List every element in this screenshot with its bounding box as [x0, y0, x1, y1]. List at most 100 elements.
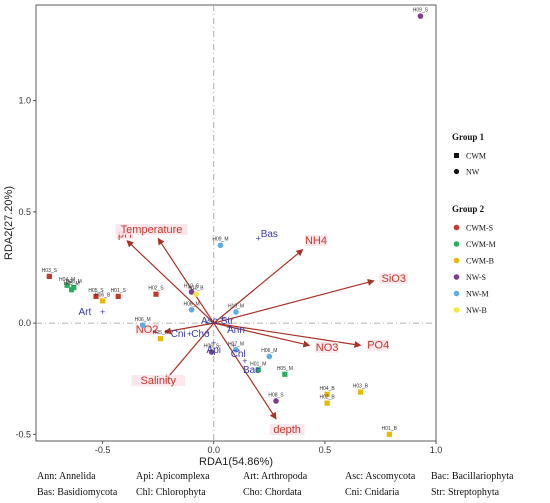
sample-label: H06_B	[95, 292, 111, 298]
sample-label: H05_B	[153, 330, 169, 336]
sample-label: H05_M	[63, 281, 79, 287]
sample-marker	[273, 398, 279, 404]
sample-marker	[64, 282, 70, 288]
legend-group1-label: CWM	[466, 152, 486, 161]
sample-label: H04_B	[319, 386, 335, 392]
sample-marker	[386, 431, 392, 437]
y-tick-label: -0.5	[15, 429, 31, 439]
sample-label: H08_M	[183, 301, 199, 307]
sample-marker	[139, 322, 146, 329]
species-cross: +	[204, 318, 209, 328]
species-label: Ann	[227, 325, 245, 336]
sample-marker	[68, 287, 75, 293]
env-vector-label: Salinity	[140, 375, 176, 387]
x-tick-label: 0.0	[208, 445, 221, 455]
legend-group2-label: NW-S	[466, 273, 486, 282]
sample-label: H10_B	[188, 286, 204, 292]
sample-marker	[115, 293, 121, 300]
legend-group2-label: CWM-M	[466, 240, 496, 249]
env-label-background	[304, 235, 328, 247]
sample-label: H06_M	[66, 279, 82, 285]
footnote-item: Str: Streptophyta	[431, 487, 500, 498]
sample-label: H01_B	[382, 426, 398, 432]
footnote-item: Cni: Cnidaria	[345, 487, 400, 498]
species-label: Cho	[191, 329, 210, 340]
legend-group2-label: CWM-B	[466, 257, 494, 266]
sample-marker	[324, 391, 330, 397]
sample-marker	[193, 291, 199, 297]
env-vector-arrow	[213, 322, 311, 348]
species-label: Asc	[201, 316, 218, 327]
legend-color-dot	[453, 241, 460, 247]
sample-marker	[208, 349, 215, 355]
species-label: Cni	[171, 329, 186, 340]
sample-label: H02_S	[148, 286, 164, 292]
sample-marker	[217, 242, 224, 249]
legend-color-dot	[453, 224, 460, 231]
footnote-item: Ann: Annelida	[37, 471, 96, 482]
sample-points: H09_SH03_SH04_MH06_MH05_MH01_SH05_SH06_B…	[42, 8, 429, 437]
species-markers: + Bas+Art+Cni+Asc +Str+Ann+Cho+Chl+Api+Bac	[78, 229, 277, 376]
zero-lines	[36, 5, 436, 441]
sample-marker	[153, 291, 159, 297]
species-cross: +	[187, 329, 192, 339]
sample-marker	[417, 13, 424, 19]
legend-group2-label: NW-B	[466, 306, 487, 315]
sample-marker	[233, 309, 239, 315]
env-vector-label: SiO3	[382, 273, 406, 285]
sample-marker	[233, 346, 239, 353]
sample-label: H01_M	[250, 361, 266, 367]
species-label: Bas	[261, 229, 278, 240]
y-axis-title: RDA2(27.20%)	[3, 186, 15, 260]
sample-marker	[100, 298, 106, 304]
legend-group2-label: CWM-S	[466, 224, 493, 233]
legend-group1-label: NW	[466, 168, 480, 177]
env-vector-arrow	[157, 237, 215, 324]
species-cross: +	[211, 338, 216, 348]
x-tick-label: 1.0	[430, 445, 443, 455]
x-tick-label: 0.5	[319, 445, 332, 455]
sample-label: H06_M	[261, 348, 277, 354]
legend-shape-circle	[453, 168, 460, 175]
env-vector-arrow	[126, 240, 215, 324]
plot-frame	[35, 4, 437, 442]
sample-marker	[157, 336, 164, 342]
footnote-item: Api: Apicomplexa	[136, 471, 210, 482]
sample-marker	[93, 293, 99, 300]
env-vector-label: depth	[273, 424, 301, 436]
sample-marker	[188, 289, 195, 295]
species-label: Art	[78, 307, 91, 318]
env-label-background	[115, 223, 188, 235]
legend-group2-label: NW-M	[466, 290, 489, 299]
env-vector-arrow	[213, 322, 277, 420]
sample-marker	[266, 353, 273, 360]
species-cross: +	[220, 314, 225, 324]
sample-label: H03_S	[42, 268, 58, 274]
sample-label: H06_M	[135, 317, 151, 323]
sample-marker	[282, 371, 288, 377]
legend-shape-square	[454, 153, 459, 158]
species-cross: +	[231, 340, 236, 350]
species-cross: +	[100, 307, 105, 317]
env-vector-label: PO4	[367, 340, 389, 352]
footnote-item: Cho: Chordata	[243, 487, 302, 498]
species-label: Api	[207, 345, 221, 356]
env-vector-arrow	[163, 322, 214, 335]
env-vector-label: Temperature	[121, 224, 183, 236]
footnote-item: Art: Arthropoda	[243, 471, 308, 482]
y-tick-label: 0.0	[18, 318, 31, 328]
axis-ticks: -0.5 0.0 0.5 1.0 -0.5 0.0 0.5 1.0	[15, 96, 442, 455]
sample-marker	[46, 273, 52, 279]
sample-label: H01_S	[111, 288, 127, 294]
env-label-background	[366, 339, 390, 351]
sample-label: H08_S	[268, 392, 284, 398]
env-label-background	[315, 341, 339, 353]
legend-group1-title: Group 1	[452, 132, 485, 142]
sample-marker	[324, 400, 330, 406]
sample-label: H09_M	[212, 237, 228, 243]
env-vector-arrow	[213, 249, 304, 324]
species-cross: +	[256, 234, 261, 244]
sample-label: H07_M	[228, 341, 244, 347]
footnote-item: Bas: Basidiomycota	[37, 487, 118, 498]
species-cross: +	[242, 356, 247, 366]
